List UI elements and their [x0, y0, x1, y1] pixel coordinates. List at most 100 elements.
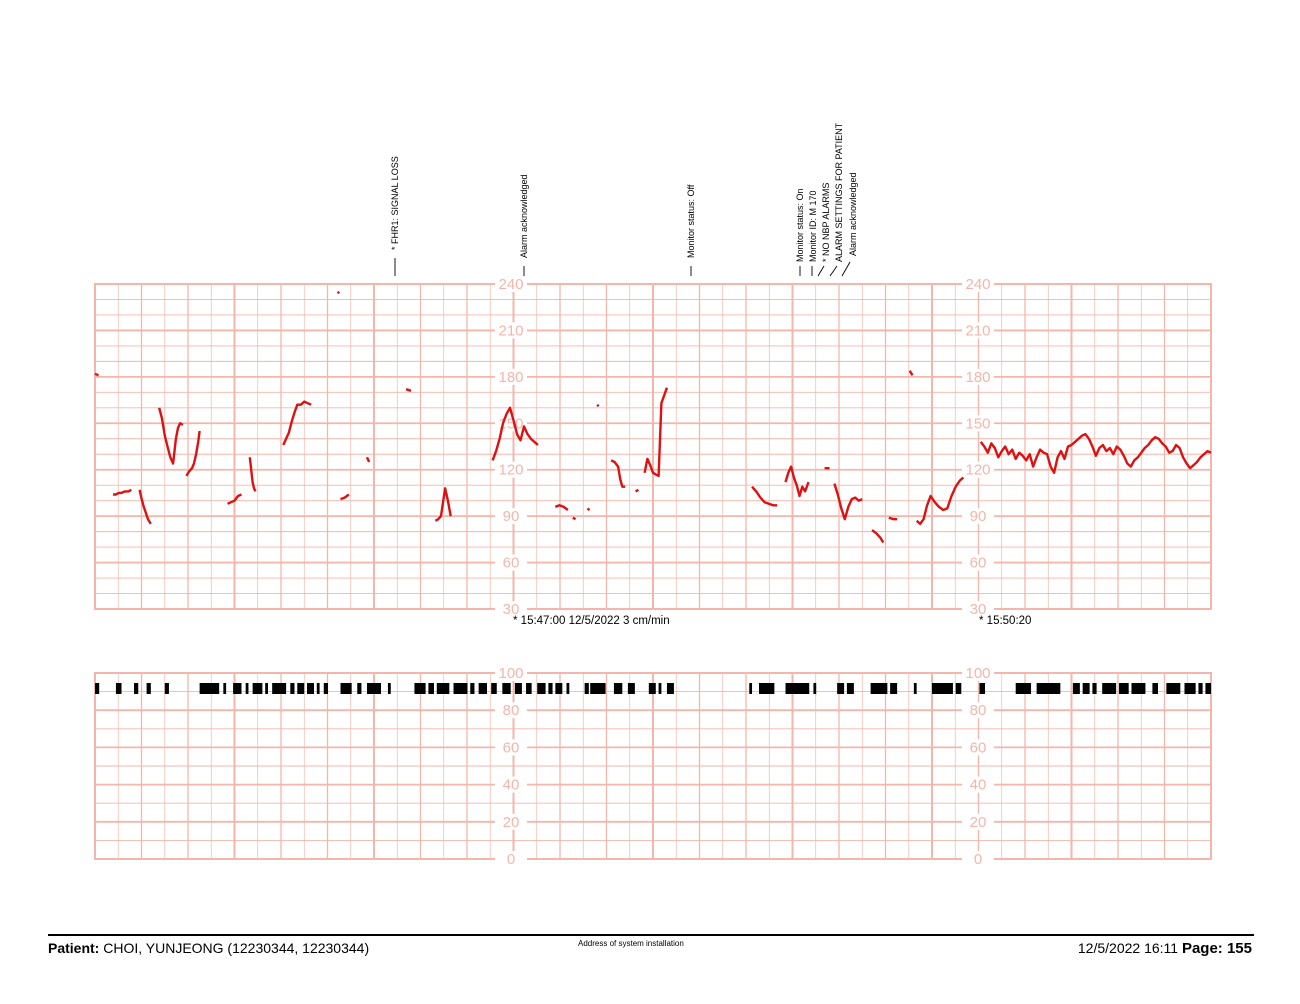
fhr-tick-label: 210	[498, 322, 523, 339]
event-mark	[134, 683, 139, 694]
event-mark	[514, 683, 522, 694]
uc-tick-bg	[962, 702, 994, 719]
uc-tick-label: 40	[970, 777, 987, 794]
event-mark	[813, 683, 817, 694]
uc-tick-bg	[495, 776, 527, 793]
footer-rule	[48, 934, 1254, 936]
event-mark	[436, 683, 450, 694]
time-marker: * 15:47:00 12/5/2022 3 cm/min	[513, 615, 670, 627]
event-mark	[1092, 683, 1097, 694]
patient-value: CHOI, YUNJEONG (12230344, 12230344)	[99, 940, 370, 956]
event-mark	[414, 683, 426, 694]
event-mark	[95, 683, 100, 694]
time-marker: * 15:50:20	[979, 615, 1031, 627]
annotation-tick	[841, 261, 851, 277]
event-mark	[115, 683, 122, 694]
event-mark	[890, 683, 898, 694]
annotation-tick	[817, 265, 825, 277]
event-mark	[785, 683, 810, 694]
print-info: 12/5/2022 16:11 Page: 155	[1078, 940, 1252, 957]
fhr-tick-label: 240	[965, 276, 990, 293]
event-mark	[837, 683, 845, 694]
event-mark	[340, 683, 352, 694]
event-mark	[233, 683, 242, 694]
fhr-trace-segment	[227, 493, 242, 505]
uc-tick-label: 60	[970, 739, 987, 756]
uc-tick-bg	[495, 702, 527, 719]
event-mark	[590, 683, 606, 694]
uc-tick-bg	[495, 813, 527, 830]
event-mark	[265, 683, 268, 694]
annotation-label: Monitor status: On	[795, 188, 805, 262]
fhr-tick-bg	[962, 415, 994, 432]
fhr-trace-segment	[610, 459, 626, 488]
event-mark	[491, 683, 497, 694]
uc-tick-label: 80	[970, 702, 987, 719]
event-mark	[1082, 683, 1090, 694]
event-mark	[537, 683, 546, 694]
annotation-label: ALARM SETTINGS FOR PATIENT	[834, 122, 844, 262]
fhr-trace-segment	[282, 400, 312, 446]
print-datetime: 12/5/2022 16:11	[1077, 940, 1179, 956]
event-mark	[164, 683, 169, 694]
event-mark	[252, 683, 263, 694]
fhr-tick-label: 180	[498, 369, 523, 386]
uc-tick-bg	[495, 851, 527, 867]
event-mark	[453, 683, 468, 694]
uc-tick-label: 20	[970, 814, 987, 831]
annotation-label: Alarm acknowledged	[848, 172, 858, 256]
fhr-trace-segment	[643, 387, 669, 478]
fhr-trace-segment	[340, 493, 350, 501]
event-mark	[323, 683, 328, 694]
fhr-tick-bg	[962, 601, 994, 617]
fhr-tick-label: 60	[503, 555, 520, 572]
fhr-tick-label: 150	[965, 415, 990, 432]
fhr-tick-label: 180	[965, 369, 990, 386]
fhr-tick-bg	[495, 461, 527, 478]
event-mark	[627, 683, 635, 694]
fhr-trace-segment	[784, 465, 810, 498]
fhr-tick-bg	[495, 601, 527, 617]
event-mark	[1205, 683, 1211, 694]
fhr-tick-bg	[962, 322, 994, 339]
uc-tick-label: 100	[498, 665, 523, 682]
event-mark	[1102, 683, 1117, 694]
event-mark	[870, 683, 888, 694]
uc-tick-bg	[495, 665, 527, 681]
event-mark	[749, 683, 753, 694]
uc-tick-bg	[962, 665, 994, 681]
fhr-tick-bg	[495, 322, 527, 339]
event-mark	[470, 683, 475, 694]
event-mark	[1036, 683, 1061, 694]
fhr-frame	[94, 283, 1212, 610]
event-mark	[272, 683, 287, 694]
fhr-tick-bg	[962, 276, 994, 292]
annotation-label: * NO NBP ALARMS	[821, 183, 831, 262]
fhr-trace-segment	[871, 529, 885, 544]
uc-frame	[94, 672, 1212, 860]
uc-tick-label: 20	[503, 814, 520, 831]
uc-tick-bg	[962, 739, 994, 756]
event-mark	[387, 683, 391, 694]
event-mark	[357, 683, 362, 694]
event-mark	[584, 683, 589, 694]
event-mark	[955, 683, 962, 694]
event-mark	[913, 683, 917, 694]
event-mark	[316, 683, 320, 694]
event-mark	[146, 683, 151, 694]
event-mark	[648, 683, 656, 694]
event-mark	[1198, 683, 1203, 694]
uc-tick-label: 60	[503, 739, 520, 756]
event-mark	[613, 683, 623, 694]
fhr-trace-segment	[365, 456, 371, 463]
uc-tick-bg	[962, 813, 994, 830]
event-mark	[759, 683, 775, 694]
page-number: Page: 155	[1181, 940, 1252, 957]
fhr-trace-segment	[336, 290, 341, 295]
fhr-trace-segment	[596, 403, 600, 408]
fhr-trace-segment	[751, 485, 778, 507]
event-mark	[658, 683, 662, 694]
event-mark	[548, 683, 553, 694]
fhr-tick-bg	[962, 461, 994, 478]
patient-label: Patient:	[48, 940, 100, 956]
